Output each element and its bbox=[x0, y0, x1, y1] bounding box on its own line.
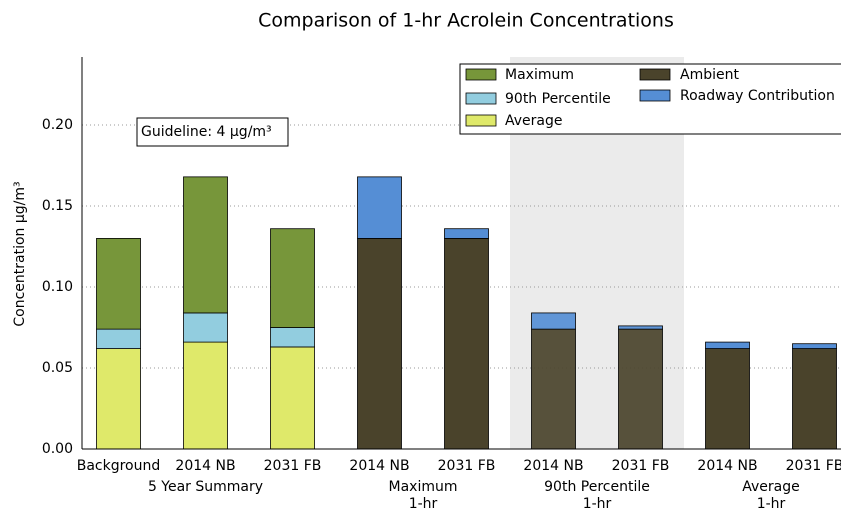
x-tick-label: 2031 FB bbox=[612, 458, 670, 474]
annotation: Guideline: 4 µg/m³ bbox=[141, 124, 272, 140]
legend-swatch bbox=[639, 68, 671, 81]
group-label: 1-hr bbox=[757, 496, 786, 512]
x-tick-label: 2014 NB bbox=[523, 458, 583, 474]
legend-label: 90th Percentile bbox=[505, 91, 611, 107]
y-tick-label: 0.05 bbox=[42, 360, 73, 376]
group-label: 1-hr bbox=[583, 496, 612, 512]
group-label: 5 Year Summary bbox=[148, 479, 263, 495]
bar-segment bbox=[270, 228, 315, 328]
bar-segment bbox=[618, 325, 663, 330]
legend-label: Roadway Contribution bbox=[680, 88, 835, 104]
bar-segment bbox=[357, 176, 402, 239]
annotation-box bbox=[136, 117, 289, 147]
bar-segment bbox=[705, 348, 750, 450]
legend-swatch bbox=[465, 68, 497, 81]
bar-segment bbox=[96, 328, 141, 349]
bar-segment bbox=[96, 348, 141, 450]
bar-segment bbox=[183, 341, 228, 450]
x-tick-label: 2031 FB bbox=[786, 458, 841, 474]
bar-segment bbox=[183, 312, 228, 343]
bar-segment bbox=[705, 341, 750, 349]
y-axis-label: Concentration µg/m³ bbox=[12, 181, 28, 326]
bar-segment bbox=[792, 348, 837, 450]
bar-segment bbox=[270, 327, 315, 348]
bar-segment bbox=[444, 228, 489, 239]
bar-segment bbox=[792, 343, 837, 349]
bar-segment bbox=[357, 238, 402, 450]
x-tick-label: Background bbox=[77, 458, 161, 474]
bar-segment bbox=[444, 238, 489, 450]
x-tick-label: 2031 FB bbox=[264, 458, 322, 474]
legend-swatch bbox=[465, 92, 497, 105]
legend-label: Maximum bbox=[505, 67, 574, 83]
y-tick-label: 0.20 bbox=[42, 117, 73, 133]
bar-segment bbox=[618, 328, 663, 450]
y-tick-label: 0.10 bbox=[42, 279, 73, 295]
group-label: 1-hr bbox=[409, 496, 438, 512]
legend-label: Ambient bbox=[680, 67, 739, 83]
group-label: 90th Percentile bbox=[544, 479, 650, 495]
legend-swatch bbox=[465, 114, 497, 127]
legend-label: Average bbox=[505, 113, 563, 129]
x-tick-label: 2031 FB bbox=[438, 458, 496, 474]
bar-segment bbox=[183, 176, 228, 314]
bar-segment bbox=[96, 238, 141, 330]
group-label: Average bbox=[742, 479, 800, 495]
x-tick-label: 2014 NB bbox=[349, 458, 409, 474]
chart-title: Comparison of 1-hr Acrolein Concentratio… bbox=[258, 10, 674, 32]
y-tick-label: 0.00 bbox=[42, 441, 73, 457]
bar-segment bbox=[531, 328, 576, 450]
bar-segment bbox=[270, 346, 315, 450]
y-tick-label: 0.15 bbox=[42, 198, 73, 214]
x-tick-label: 2014 NB bbox=[175, 458, 235, 474]
group-label: Maximum bbox=[389, 479, 458, 495]
bar-segment bbox=[531, 312, 576, 330]
legend-swatch bbox=[639, 89, 671, 102]
x-tick-label: 2014 NB bbox=[697, 458, 757, 474]
